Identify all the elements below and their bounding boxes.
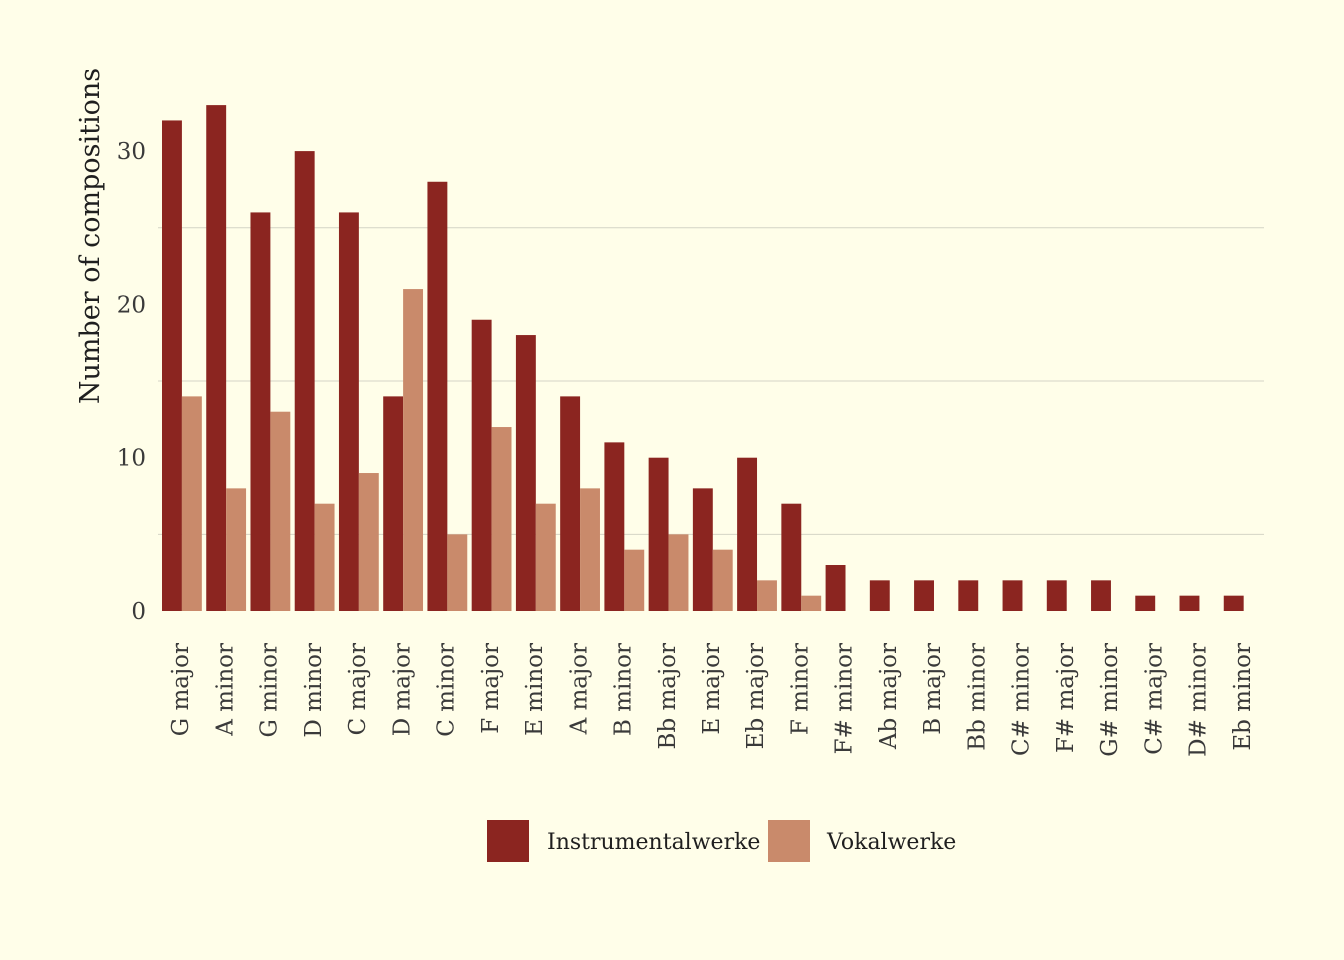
bar-instrumentalwerke-b-minor	[604, 442, 625, 611]
bar-vokalwerke-b-minor	[624, 549, 645, 611]
bar-instrumentalwerke-e-minor	[515, 335, 536, 611]
legend-swatch-instrumentalwerke	[487, 820, 529, 862]
bar-vokalwerke-a-major	[580, 488, 600, 611]
y-tick-label-0: 0	[131, 599, 146, 625]
legend: Instrumentalwerke Vokalwerke	[487, 820, 956, 862]
x-tick-label-d-major: D major	[389, 643, 415, 736]
bar-instrumentalwerke-e-major	[692, 488, 713, 611]
x-tick-label-ab-major: Ab major	[876, 643, 902, 750]
bar-instrumentalwerke-d-minor	[294, 151, 315, 611]
y-axis-title: Number of compositions	[75, 68, 106, 404]
legend-swatch-vokalwerke	[768, 820, 810, 862]
x-tick-label-bb-minor: Bb minor	[964, 643, 990, 751]
bars	[162, 105, 1244, 612]
bar-instrumentalwerke-b-major	[914, 580, 934, 611]
x-tick-label-e-major: E major	[699, 643, 725, 735]
bar-instrumentalwerke-f-major	[471, 319, 492, 611]
x-axis-ticks: G major A minor G minor D minor C major D maj…	[168, 643, 1256, 757]
y-tick-label-10: 10	[117, 446, 146, 472]
x-tick-label-a-major: A major	[566, 643, 592, 735]
x-tick-label-eb-major: Eb major	[743, 643, 769, 749]
x-tick-label-f-sharp-minor: F# minor	[832, 643, 858, 754]
bar-vokalwerke-bb-major	[668, 534, 689, 611]
x-tick-label-c-sharp-minor: C# minor	[1009, 643, 1035, 756]
bar-vokalwerke-g-major	[181, 396, 202, 611]
x-tick-label-d-minor: D minor	[301, 643, 327, 738]
x-tick-label-g-minor: G minor	[257, 643, 283, 738]
bar-instrumentalwerke-ab-major	[869, 580, 890, 611]
bar-instrumentalwerke-c-sharp-major	[1135, 595, 1156, 611]
bar-vokalwerke-d-minor	[314, 503, 335, 611]
bar-vokalwerke-g-minor	[270, 411, 291, 611]
bar-vokalwerke-e-major	[712, 549, 733, 611]
bar-instrumentalwerke-f-sharp-major	[1046, 580, 1067, 611]
x-tick-label-c-sharp-major: C# major	[1141, 643, 1167, 755]
bar-instrumentalwerke-g-minor	[250, 212, 271, 612]
x-tick-label-c-major: C major	[345, 643, 371, 735]
bar-instrumentalwerke-g-major	[162, 120, 182, 611]
y-tick-label-20: 20	[117, 292, 146, 318]
bar-instrumentalwerke-bb-major	[648, 457, 669, 611]
x-tick-label-eb-minor: Eb minor	[1230, 643, 1256, 751]
legend-label-vokalwerke: Vokalwerke	[826, 830, 956, 855]
bar-instrumentalwerke-c-major	[338, 212, 359, 612]
x-tick-label-b-major: B major	[920, 643, 946, 735]
bar-instrumentalwerke-g-sharp-minor	[1091, 580, 1111, 611]
bar-instrumentalwerke-bb-minor	[958, 580, 979, 611]
bar-vokalwerke-eb-major	[757, 580, 777, 611]
bar-vokalwerke-a-minor	[226, 488, 247, 611]
bar-instrumentalwerke-c-sharp-minor	[1002, 580, 1023, 611]
x-tick-label-f-minor: F minor	[787, 643, 813, 735]
x-tick-label-g-major: G major	[168, 643, 194, 736]
bar-instrumentalwerke-f-sharp-minor	[825, 565, 846, 611]
bar-vokalwerke-c-major	[358, 473, 379, 611]
x-tick-label-g-sharp-minor: G# minor	[1097, 643, 1123, 757]
bar-instrumentalwerke-f-minor	[781, 503, 802, 611]
x-tick-label-bb-major: Bb major	[655, 643, 681, 749]
x-tick-label-f-major: F major	[478, 643, 504, 734]
bar-vokalwerke-e-minor	[535, 503, 556, 611]
x-tick-label-f-sharp-major: F# major	[1053, 643, 1079, 753]
x-tick-label-c-minor: C minor	[434, 643, 460, 737]
legend-label-instrumentalwerke: Instrumentalwerke	[547, 830, 760, 855]
bar-instrumentalwerke-a-minor	[206, 105, 227, 612]
bar-instrumentalwerke-eb-major	[737, 457, 758, 611]
bar-vokalwerke-c-minor	[447, 534, 468, 611]
x-tick-label-e-minor: E minor	[522, 643, 548, 736]
x-tick-label-b-minor: B minor	[611, 643, 637, 736]
bar-instrumentalwerke-eb-minor	[1223, 595, 1244, 611]
bar-vokalwerke-f-major	[491, 427, 512, 611]
bar-vokalwerke-d-major	[403, 289, 424, 611]
y-axis-ticks: 0 10 20 30	[117, 139, 146, 625]
x-tick-label-a-minor: A minor	[212, 643, 238, 737]
bar-instrumentalwerke-a-major	[560, 396, 581, 611]
bar-vokalwerke-f-minor	[801, 595, 822, 611]
y-tick-label-30: 30	[117, 139, 146, 165]
x-tick-label-d-sharp-minor: D# minor	[1186, 643, 1212, 757]
bar-instrumentalwerke-d-sharp-minor	[1179, 595, 1200, 611]
bar-instrumentalwerke-d-major	[383, 396, 404, 611]
bar-instrumentalwerke-c-minor	[427, 181, 448, 611]
